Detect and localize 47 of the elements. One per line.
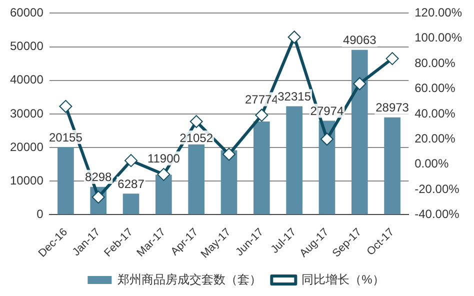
- point: [255, 108, 268, 122]
- data-label: 6287: [118, 176, 145, 191]
- data-label: 27774: [244, 92, 279, 107]
- y2-tick-label: 0.00%: [414, 156, 449, 171]
- point: [386, 52, 399, 66]
- point: [59, 100, 72, 113]
- bar: [351, 50, 368, 214]
- y2-tick-label: 20.00%: [414, 131, 456, 146]
- point: [157, 168, 170, 181]
- point: [222, 148, 236, 161]
- y2-tick-label: 100.00%: [414, 30, 462, 45]
- bar: [286, 106, 302, 214]
- bar: [188, 144, 205, 214]
- data-label: 20155: [49, 130, 83, 144]
- y-tick-label: 60000: [10, 6, 44, 20]
- legend-label: 同比增长（%）: [302, 272, 384, 286]
- bar: [253, 121, 270, 214]
- data-label: 32315: [278, 90, 312, 104]
- y2-tick-label: 120.00%: [414, 6, 462, 20]
- y-tick-label: 10000: [10, 173, 44, 188]
- legend-label: 郑州商品房成交套数（套）: [118, 272, 262, 286]
- point: [190, 115, 203, 128]
- bar: [58, 147, 74, 214]
- point: [288, 30, 301, 44]
- data-label: 21052: [180, 130, 214, 145]
- y-tick-label: 50000: [10, 39, 44, 54]
- y-tick-label: 40000: [10, 72, 44, 87]
- y-tick-label: 0: [36, 207, 44, 222]
- data-label: 49063: [342, 33, 377, 48]
- point: [353, 77, 366, 90]
- bar: [122, 194, 140, 214]
- data-label: 27974: [310, 104, 344, 118]
- bar: [220, 150, 238, 214]
- y2-tick-label: 40.00%: [414, 106, 456, 120]
- bar: [384, 117, 400, 214]
- y2-tick-label: 60.00%: [414, 81, 456, 96]
- y2-tick-label: -20.00%: [414, 182, 460, 196]
- point: [124, 154, 138, 168]
- y2-tick-label: 80.00%: [414, 56, 456, 70]
- data-label: 11900: [147, 152, 180, 166]
- data-label: 8298: [85, 170, 112, 184]
- y-tick-label: 20000: [10, 140, 44, 154]
- data-label: 28973: [376, 100, 410, 115]
- point: [320, 132, 334, 146]
- y-tick-label: 30000: [10, 106, 44, 120]
- y2-tick-label: -40.00%: [414, 207, 460, 222]
- bar: [156, 174, 172, 214]
